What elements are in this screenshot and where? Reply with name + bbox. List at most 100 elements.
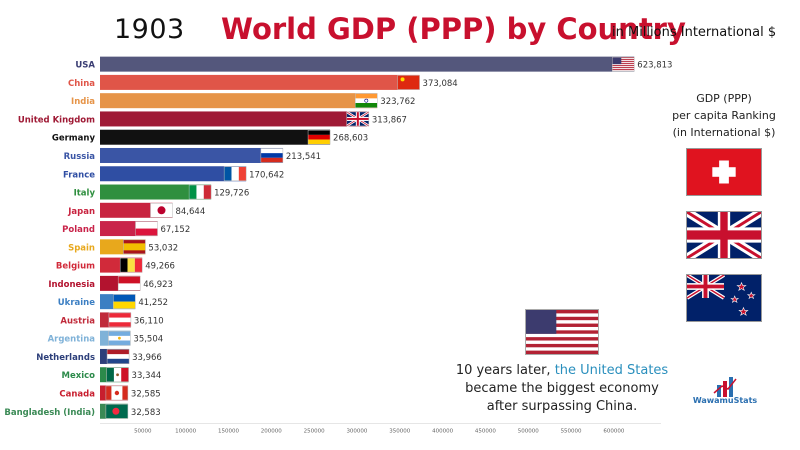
category-label: Canada [59, 389, 95, 399]
bar [100, 166, 247, 182]
value-label: 53,032 [148, 243, 178, 253]
india-flag-icon [355, 93, 378, 108]
bar [100, 184, 212, 200]
x-tick-label: 550000 [561, 428, 582, 434]
netherlands-flag-icon [106, 349, 130, 364]
x-tick-label: 450000 [475, 428, 496, 434]
chart-title: World GDP (PPP) by Country [221, 12, 686, 46]
canada-flag-icon [105, 385, 129, 401]
spain-flag-icon [123, 239, 146, 255]
mexico-flag-icon [106, 367, 129, 382]
bar [100, 74, 420, 90]
wawamustats-logo-icon [713, 377, 737, 397]
value-label: 170,642 [249, 170, 284, 180]
value-label: 84,644 [175, 207, 205, 217]
italy-flag-icon [188, 184, 212, 200]
usa-flag-icon [612, 56, 635, 72]
category-label: Austria [60, 316, 95, 326]
category-label: Argentina [48, 335, 96, 345]
ranking-title-line2: per capita Ranking [672, 109, 776, 122]
value-label: 213,541 [286, 152, 321, 162]
value-label: 33,344 [132, 371, 162, 381]
note-line-3: after surpassing China. [486, 399, 638, 414]
category-label: Spain [68, 243, 95, 253]
x-tick-label: 250000 [304, 428, 325, 434]
per-capita-ranking-title: GDP (PPP) per capita Ranking (in Interna… [668, 90, 780, 141]
unit-label: in Millions International $ [612, 25, 777, 40]
logo-text: WawamuStats [692, 396, 758, 405]
category-label: Ukraine [58, 298, 95, 308]
value-label: 67,152 [161, 225, 191, 235]
uk-flag-icon [346, 110, 370, 127]
annotation-note: 10 years later, the United States became… [454, 362, 670, 416]
note-highlight: the United States [554, 363, 669, 378]
value-label: 33,966 [132, 353, 162, 363]
value-label: 623,813 [637, 61, 672, 71]
value-label: 49,266 [145, 262, 175, 272]
japan-flag-icon [150, 203, 173, 218]
ukraine-flag-icon [113, 294, 136, 309]
bar [100, 93, 378, 109]
year-label: 1903 [114, 14, 185, 45]
value-label: 32,583 [131, 408, 161, 418]
indonesia-flag-icon [117, 276, 141, 291]
ranking-title-line1: GDP (PPP) [696, 92, 752, 105]
value-label: 36,110 [134, 316, 164, 326]
category-label: Mexico [62, 371, 96, 381]
category-label: Russia [64, 152, 96, 162]
value-label: 32,585 [131, 389, 161, 399]
x-tick-label: 200000 [261, 428, 282, 434]
value-label: 313,867 [372, 115, 407, 125]
category-label: India [71, 97, 95, 107]
germany-flag-icon [307, 129, 331, 145]
x-tick-label: 300000 [346, 428, 367, 434]
category-label: United Kingdom [18, 115, 95, 125]
argentina-flag-icon [108, 330, 131, 346]
poland-flag-icon [135, 221, 158, 236]
x-tick-label: 100000 [175, 428, 196, 434]
belgium-flag-icon [119, 257, 143, 273]
x-tick-label: 600000 [603, 428, 624, 434]
note-line-1-prefix: 10 years later, [455, 363, 551, 378]
russia-flag-icon [260, 148, 284, 163]
china-flag-icon [397, 75, 420, 90]
bar [100, 111, 369, 127]
uk-flag-icon [686, 211, 762, 259]
note-line-2: became the biggest economy [465, 381, 659, 396]
value-label: 41,252 [138, 298, 168, 308]
bangladesh-flag-icon [105, 404, 129, 419]
category-label: Indonesia [48, 280, 95, 290]
switzerland-flag-icon [686, 148, 762, 196]
austria-flag-icon [108, 312, 132, 328]
note-line-1: 10 years later, the United States [454, 362, 670, 380]
category-label: Bangladesh (India) [4, 408, 95, 418]
france-flag-icon [223, 166, 247, 182]
usa-flag-icon [525, 309, 599, 355]
ranking-title-line3: (in International $) [672, 126, 776, 139]
value-label: 46,923 [143, 280, 173, 290]
bar [100, 56, 635, 72]
bar [100, 147, 283, 163]
x-tick-label: 50000 [134, 428, 152, 434]
category-label: Germany [52, 134, 96, 144]
value-label: 129,726 [214, 189, 249, 199]
x-tick-label: 150000 [218, 428, 239, 434]
category-label: USA [75, 61, 95, 71]
value-label: 35,504 [133, 335, 163, 345]
category-label: Japan [67, 207, 95, 217]
new-zealand-flag-icon [686, 274, 762, 322]
category-label: China [68, 79, 95, 89]
value-label: 323,762 [380, 97, 415, 107]
category-label: Poland [62, 225, 95, 235]
category-label: France [63, 170, 95, 180]
category-label: Italy [74, 189, 96, 199]
category-label: Belgium [56, 262, 95, 272]
bar [100, 129, 331, 145]
category-label: Netherlands [36, 353, 95, 363]
value-label: 373,084 [423, 79, 458, 89]
x-tick-label: 350000 [389, 428, 410, 434]
value-label: 268,603 [333, 134, 368, 144]
x-tick-label: 500000 [518, 428, 539, 434]
x-tick-label: 400000 [432, 428, 453, 434]
